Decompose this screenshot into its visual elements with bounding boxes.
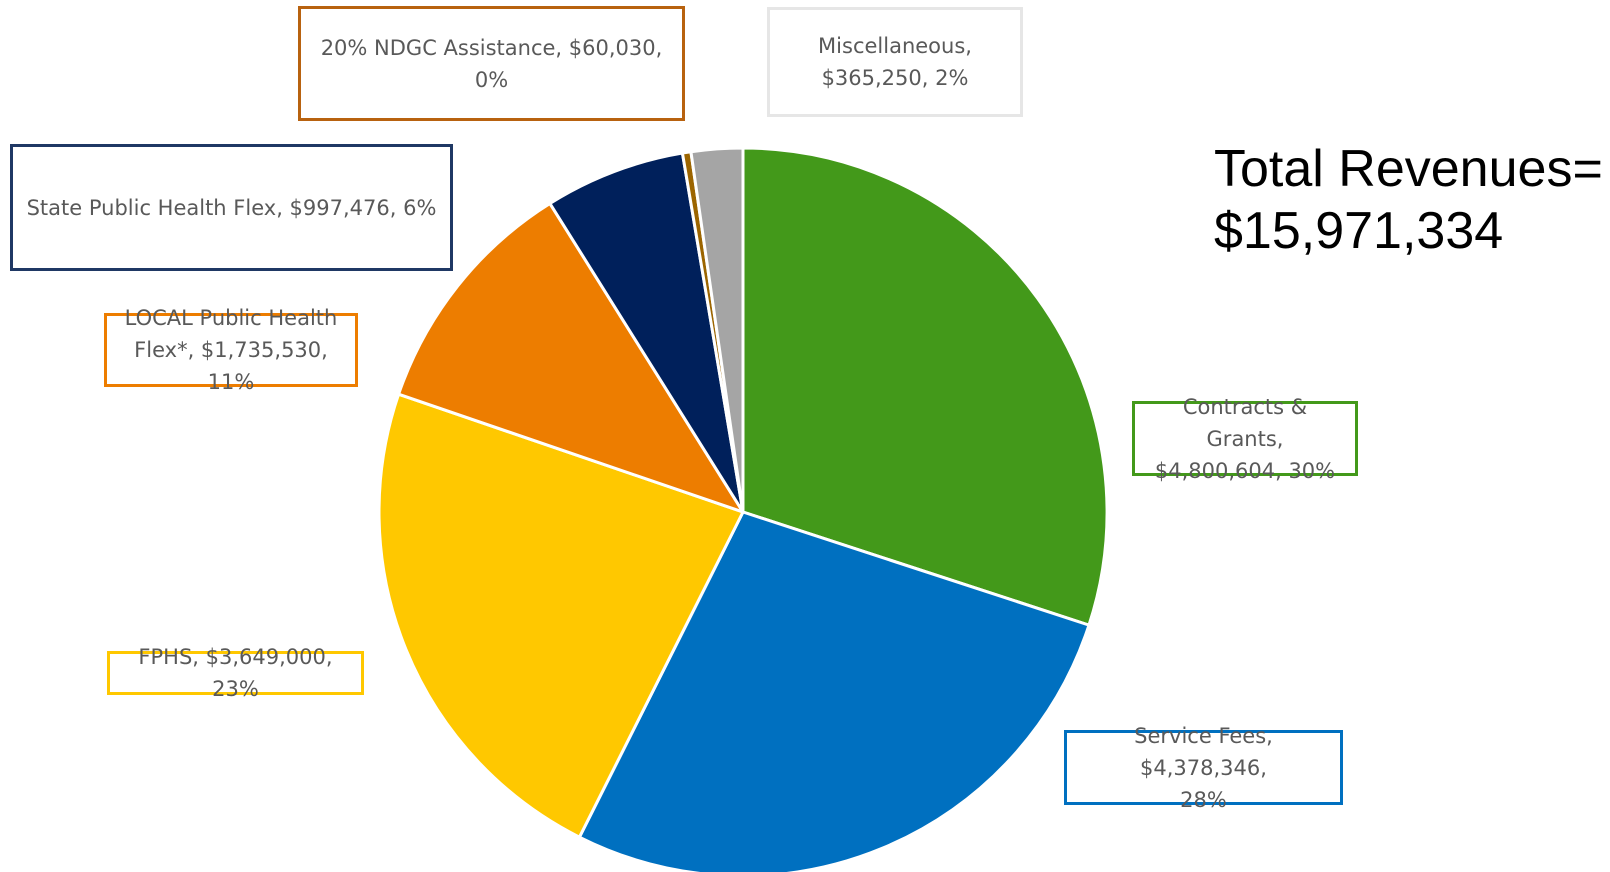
total-revenues-label: Total Revenues= $15,971,334 [1214,138,1603,262]
pie-slice-state-public-health-flex [548,151,745,514]
callout-state-public-health-flex: State Public Health Flex, $997,476, 6% [10,144,453,271]
pie-slice-contracts-grants [741,146,1109,627]
callout-miscellaneous: Miscellaneous, $365,250, 2% [767,7,1023,117]
callout-contracts-grants-line2: $4,800,604, 30% [1154,458,1336,483]
callout-fphs-line1: FPHS, $3,649,000, 23% [138,645,333,701]
callout-ndgc-assistance: 20% NDGC Assistance, $60,030, 0% [298,6,685,121]
callout-local-public-health-flex: LOCAL Public Health Flex*, $1,735,530, 11… [104,306,358,394]
callout-ndgc-line1: 20% NDGC Assistance, $60,030, [320,35,663,60]
callout-service-fees-line2: 28% [1180,787,1227,812]
callout-ndgc-line2: 0% [474,67,509,92]
total-revenues-amount: $15,971,334 [1214,202,1504,260]
callout-misc-line2: $365,250, 2% [821,66,969,90]
pie-slice-service-fees [577,510,1091,872]
pie-slices [377,146,1109,872]
callout-contracts-grants-line1: Contracts & Grants, [1182,394,1308,451]
callout-misc-line1: Miscellaneous, [818,34,972,58]
callout-state-flex-line1: State Public Health Flex, $997,476, 6% [26,195,437,220]
callout-service-fees-line1: Service Fees, $4,378,346, [1134,723,1273,780]
callout-local-flex-line2: Flex*, $1,735,530, 11% [134,338,328,394]
pie-slice-local-public-health-flex [397,201,745,514]
total-revenues-line1: Total Revenues= [1214,140,1603,198]
pie-slice-fphs [377,392,745,839]
pie-slice-miscellaneous [689,146,745,514]
callout-service-fees: Service Fees, $4,378,346, 28% [1064,724,1343,812]
callout-fphs: FPHS, $3,649,000, 23% [107,645,364,701]
callout-local-flex-line1: LOCAL Public Health [124,306,338,330]
callout-contracts-grants: Contracts & Grants, $4,800,604, 30% [1132,395,1358,483]
